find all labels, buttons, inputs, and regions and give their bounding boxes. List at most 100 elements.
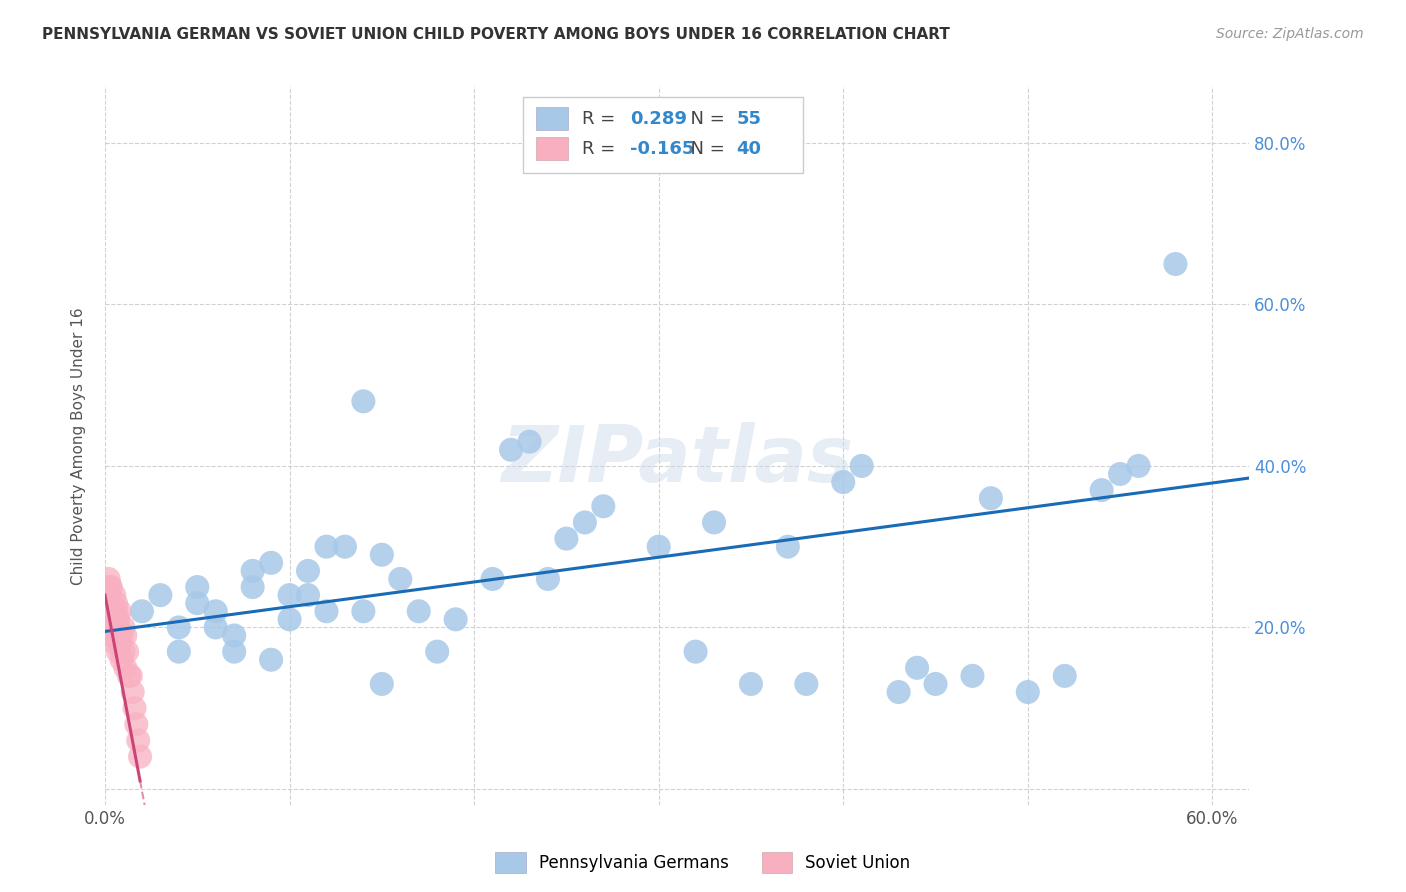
Point: [851, 458, 873, 473]
Point: [204, 604, 226, 618]
Point: [112, 620, 135, 634]
Text: 0.289: 0.289: [630, 110, 688, 128]
Point: [97, 588, 120, 602]
Text: R =: R =: [582, 140, 621, 158]
Point: [112, 645, 135, 659]
Point: [832, 475, 855, 489]
Point: [101, 604, 124, 618]
Point: [1109, 467, 1132, 481]
Point: [101, 628, 124, 642]
Point: [103, 620, 125, 634]
Point: [924, 677, 946, 691]
Point: [740, 677, 762, 691]
Point: [260, 653, 283, 667]
Point: [242, 564, 264, 578]
Point: [131, 604, 153, 618]
Point: [389, 572, 412, 586]
Point: [905, 661, 928, 675]
Text: Source: ZipAtlas.com: Source: ZipAtlas.com: [1216, 27, 1364, 41]
Point: [278, 612, 301, 626]
Point: [105, 596, 128, 610]
Point: [101, 628, 124, 642]
Point: [519, 434, 541, 449]
Point: [115, 645, 138, 659]
Point: [105, 636, 128, 650]
Point: [100, 580, 122, 594]
Point: [100, 580, 122, 594]
Legend: Pennsylvania Germans, Soviet Union: Pennsylvania Germans, Soviet Union: [489, 846, 917, 880]
Point: [426, 645, 449, 659]
Point: [224, 645, 246, 659]
Text: R =: R =: [582, 110, 621, 128]
Text: -0.165: -0.165: [630, 140, 695, 158]
Point: [107, 612, 129, 626]
Point: [481, 572, 503, 586]
Text: 40: 40: [737, 140, 762, 158]
Point: [242, 580, 264, 594]
Point: [167, 645, 190, 659]
Point: [118, 669, 141, 683]
Point: [114, 661, 136, 675]
Point: [100, 596, 122, 610]
Point: [962, 669, 984, 683]
Point: [107, 612, 129, 626]
Point: [371, 677, 394, 691]
Text: 55: 55: [737, 110, 762, 128]
Point: [124, 701, 146, 715]
Point: [333, 540, 356, 554]
Point: [278, 588, 301, 602]
Text: PENNSYLVANIA GERMAN VS SOVIET UNION CHILD POVERTY AMONG BOYS UNDER 16 CORRELATIO: PENNSYLVANIA GERMAN VS SOVIET UNION CHIL…: [42, 27, 950, 42]
Point: [149, 588, 172, 602]
Point: [352, 604, 374, 618]
Point: [1091, 483, 1114, 497]
Y-axis label: Child Poverty Among Boys Under 16: Child Poverty Among Boys Under 16: [72, 307, 86, 584]
Point: [129, 749, 152, 764]
Point: [1017, 685, 1039, 699]
Point: [186, 596, 208, 610]
Point: [103, 588, 125, 602]
Point: [887, 685, 910, 699]
FancyBboxPatch shape: [523, 97, 803, 173]
Point: [100, 612, 122, 626]
Point: [352, 394, 374, 409]
Point: [97, 572, 120, 586]
Point: [121, 685, 143, 699]
Point: [592, 500, 614, 514]
Point: [127, 733, 149, 747]
Bar: [536, 137, 568, 161]
Point: [315, 540, 337, 554]
Point: [103, 620, 125, 634]
Text: ZIPatlas: ZIPatlas: [501, 422, 853, 498]
Point: [97, 604, 120, 618]
Point: [114, 628, 136, 642]
Text: N =: N =: [679, 110, 731, 128]
Point: [444, 612, 467, 626]
Text: N =: N =: [679, 140, 731, 158]
Point: [97, 620, 120, 634]
Point: [167, 620, 190, 634]
Point: [101, 604, 124, 618]
Point: [96, 580, 118, 594]
Point: [574, 516, 596, 530]
Point: [685, 645, 707, 659]
Point: [537, 572, 560, 586]
Point: [105, 604, 128, 618]
Point: [408, 604, 430, 618]
Point: [297, 564, 319, 578]
Bar: [536, 107, 568, 130]
Point: [120, 669, 142, 683]
Point: [96, 596, 118, 610]
Point: [107, 645, 129, 659]
Point: [315, 604, 337, 618]
Point: [297, 588, 319, 602]
Point: [1164, 257, 1187, 271]
Point: [794, 677, 817, 691]
Point: [371, 548, 394, 562]
Point: [204, 620, 226, 634]
Point: [224, 628, 246, 642]
Point: [776, 540, 799, 554]
Point: [703, 516, 725, 530]
Point: [125, 717, 148, 731]
Point: [647, 540, 669, 554]
Point: [980, 491, 1002, 506]
